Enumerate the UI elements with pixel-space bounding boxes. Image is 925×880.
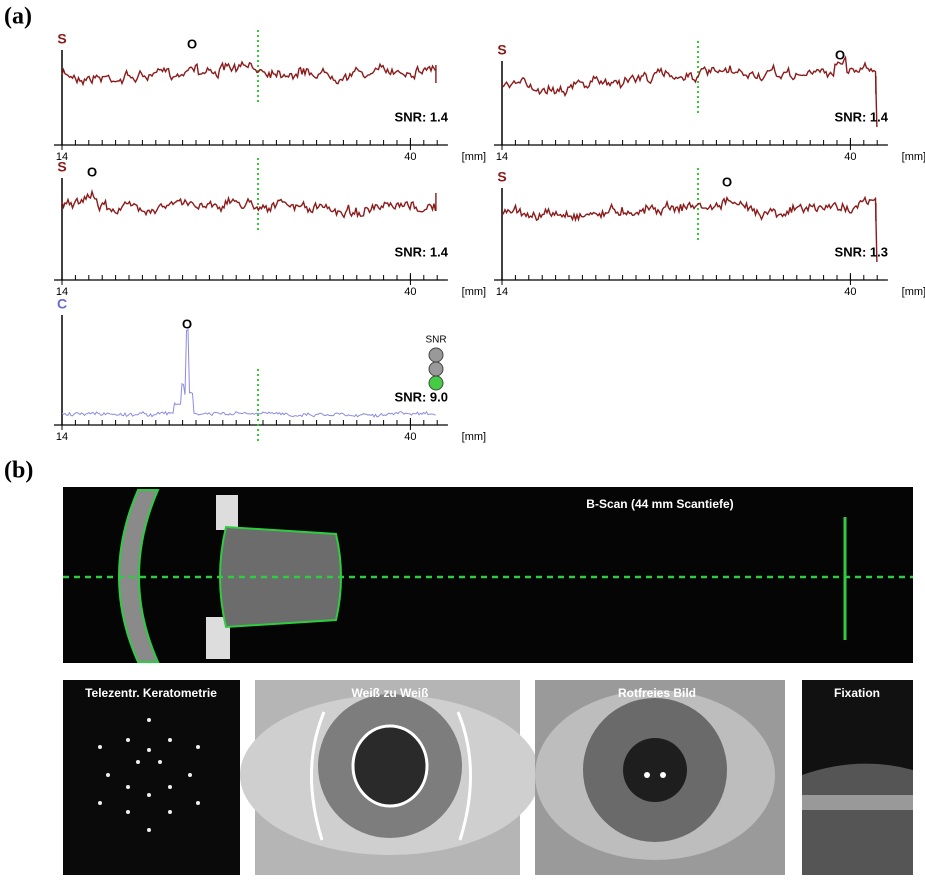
panel-label: (a) <box>4 4 32 30</box>
snr-label: SNR: 1.4 <box>835 109 889 124</box>
snr-label: SNR: 1.3 <box>835 244 888 259</box>
x-tick-label: 40 <box>844 151 856 163</box>
bscan-background <box>63 487 913 663</box>
fixation-layer <box>802 795 913 810</box>
x-tick-label: 40 <box>404 431 416 443</box>
x-tick-label: 40 <box>404 151 416 163</box>
peak-label: O <box>722 174 732 189</box>
x-tick-label: 14 <box>496 286 508 298</box>
channel-label: S <box>497 169 506 185</box>
unit-label: [mm] <box>902 151 925 163</box>
unit-label: [mm] <box>462 286 486 298</box>
x-tick-label: 40 <box>844 286 856 298</box>
snr-indicator <box>429 362 443 376</box>
reflex <box>644 772 650 778</box>
signal-trace <box>502 198 877 263</box>
signal-panel: 14 40 [mm] S O SNR: 1.3 <box>494 168 925 298</box>
image-caption: Rotfreies Bild <box>618 686 696 700</box>
image-caption: Telezentr. Keratometrie <box>85 686 217 700</box>
channel-label: S <box>497 42 506 58</box>
peak-label: O <box>87 164 97 179</box>
figure: (a) (b) B-Scan (44 mm Scantiefe) <box>0 0 925 875</box>
signal-panel: 14 40 [mm] C O SNR: 9.0 SNR <box>54 296 486 444</box>
bscan: B-Scan (44 mm Scantiefe) <box>63 487 913 663</box>
x-tick-label: 14 <box>56 431 68 443</box>
image-caption: Fixation <box>834 686 880 700</box>
reflex <box>660 772 666 778</box>
signal-trace <box>502 57 877 127</box>
channel-label: S <box>57 159 66 175</box>
panel-label: (b) <box>4 458 33 484</box>
peak-label: O <box>182 316 192 331</box>
snr-label: SNR: 1.4 <box>395 244 449 259</box>
peak-label: O <box>187 36 197 51</box>
image-row: Telezentr. Keratometrie Weiß zu Weiß Rot… <box>63 680 913 875</box>
image-caption: Weiß zu Weiß <box>352 686 429 700</box>
signal-trace <box>62 192 436 218</box>
lens <box>220 527 341 627</box>
unit-label: [mm] <box>462 151 486 163</box>
snr-label: SNR: 1.4 <box>395 109 449 124</box>
channel-label: S <box>57 31 66 47</box>
pupil <box>623 738 687 802</box>
bscan-title: B-Scan (44 mm Scantiefe) <box>586 497 733 511</box>
x-tick-label: 14 <box>496 151 508 163</box>
unit-label: [mm] <box>462 431 486 443</box>
unit-label: [mm] <box>902 286 925 298</box>
pupil-outline <box>353 726 427 806</box>
snr-legend-title: SNR <box>425 335 446 346</box>
x-tick-label: 40 <box>404 286 416 298</box>
signal-trace <box>62 330 436 417</box>
iris-reflex <box>216 495 238 530</box>
signal-trace <box>62 62 436 84</box>
snr-indicator <box>429 376 443 390</box>
channel-label: C <box>57 296 67 312</box>
fixation-retina <box>802 764 913 875</box>
keratometry-image <box>63 680 240 875</box>
snr-label: SNR: 9.0 <box>395 389 448 404</box>
snr-indicator <box>429 348 443 362</box>
